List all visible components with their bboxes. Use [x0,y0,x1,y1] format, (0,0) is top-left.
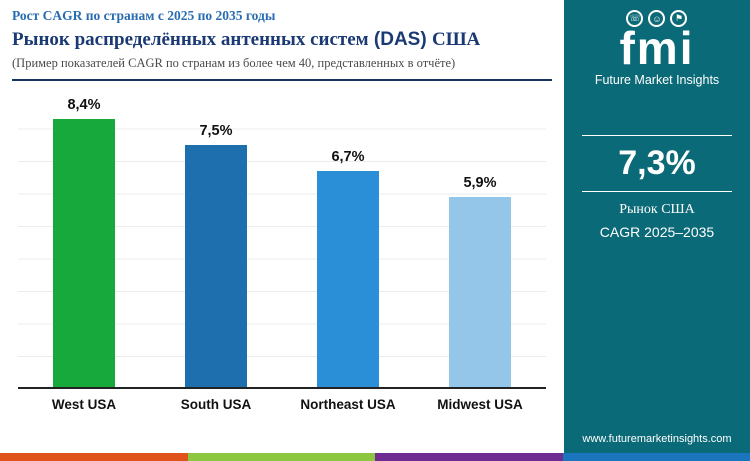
stripe-segment [562,453,750,461]
chart-area: Рост CAGR по странам с 2025 по 2035 годы… [12,8,552,412]
logo-icon-row: ☏ ☺ ⚑ [626,10,688,27]
bar-group: 6,7% [282,97,414,387]
chart-plot: 8,4% 7,5% 6,7% 5,9% [18,97,546,389]
page-title-main: Рынок распределённых антенных систем [12,29,369,50]
flag-icon: ⚑ [670,10,688,27]
bar-chart: 8,4% 7,5% 6,7% 5,9% West USA Sout [18,97,546,412]
bar-value-label: 6,7% [331,149,365,166]
bar-category-label: Midwest USA [437,397,523,412]
bar-category-label: South USA [180,397,252,412]
stripe-segment [187,453,375,461]
chart-bar [449,196,511,387]
bar-group: 7,5% [150,97,282,387]
chart-bar [185,145,247,387]
bar-value-label: 7,5% [199,123,233,140]
bar-value-label: 8,4% [67,97,101,113]
stat-divider-bottom [582,191,732,192]
bar-group: 5,9% [414,97,546,387]
chart-bar [317,171,379,387]
bar-value-label: 5,9% [463,174,497,191]
phone-icon: ☏ [626,10,644,27]
header-divider [12,79,552,81]
highlight-label-market: Рынок США [619,202,695,217]
chart-header: Рост CAGR по странам с 2025 по 2035 годы… [12,8,552,81]
x-axis-labels: West USA South USA Northeast USA Midwest… [18,397,546,412]
person-icon: ☺ [648,10,666,27]
right-panel: ☏ ☺ ⚑ fmi Future Market Insights 7,3% Ры… [564,0,750,461]
chart-subtitle: Рост CAGR по странам с 2025 по 2035 годы [12,8,276,23]
brand-name: Future Market Insights [594,73,720,87]
bar-category-label: West USA [51,397,117,412]
chart-bar [53,119,115,387]
footer-stripe [0,453,750,461]
chart-note: (Пример показателей CAGR по странам из б… [12,56,456,70]
highlight-stat: 7,3% Рынок США CAGR 2025–2035 [564,135,750,240]
stripe-segment [0,453,188,461]
logo-text: fmi [619,22,695,74]
page-title-das: (DAS) [373,29,427,50]
fmi-logo: ☏ ☺ ⚑ fmi Future Market Insights [595,10,719,87]
bar-group: 8,4% [18,97,150,387]
website-link[interactable]: www.futuremarketinsights.com [582,433,732,445]
stripe-segment [375,453,563,461]
highlight-label-cagr: CAGR 2025–2035 [599,224,715,240]
bar-category-label: Northeast USA [300,397,396,412]
page-title: Рынок распределённых антенных систем (DA… [12,29,552,51]
highlight-value: 7,3% [618,144,696,182]
stat-divider-top [582,135,732,136]
page-title-region: США [431,29,481,50]
